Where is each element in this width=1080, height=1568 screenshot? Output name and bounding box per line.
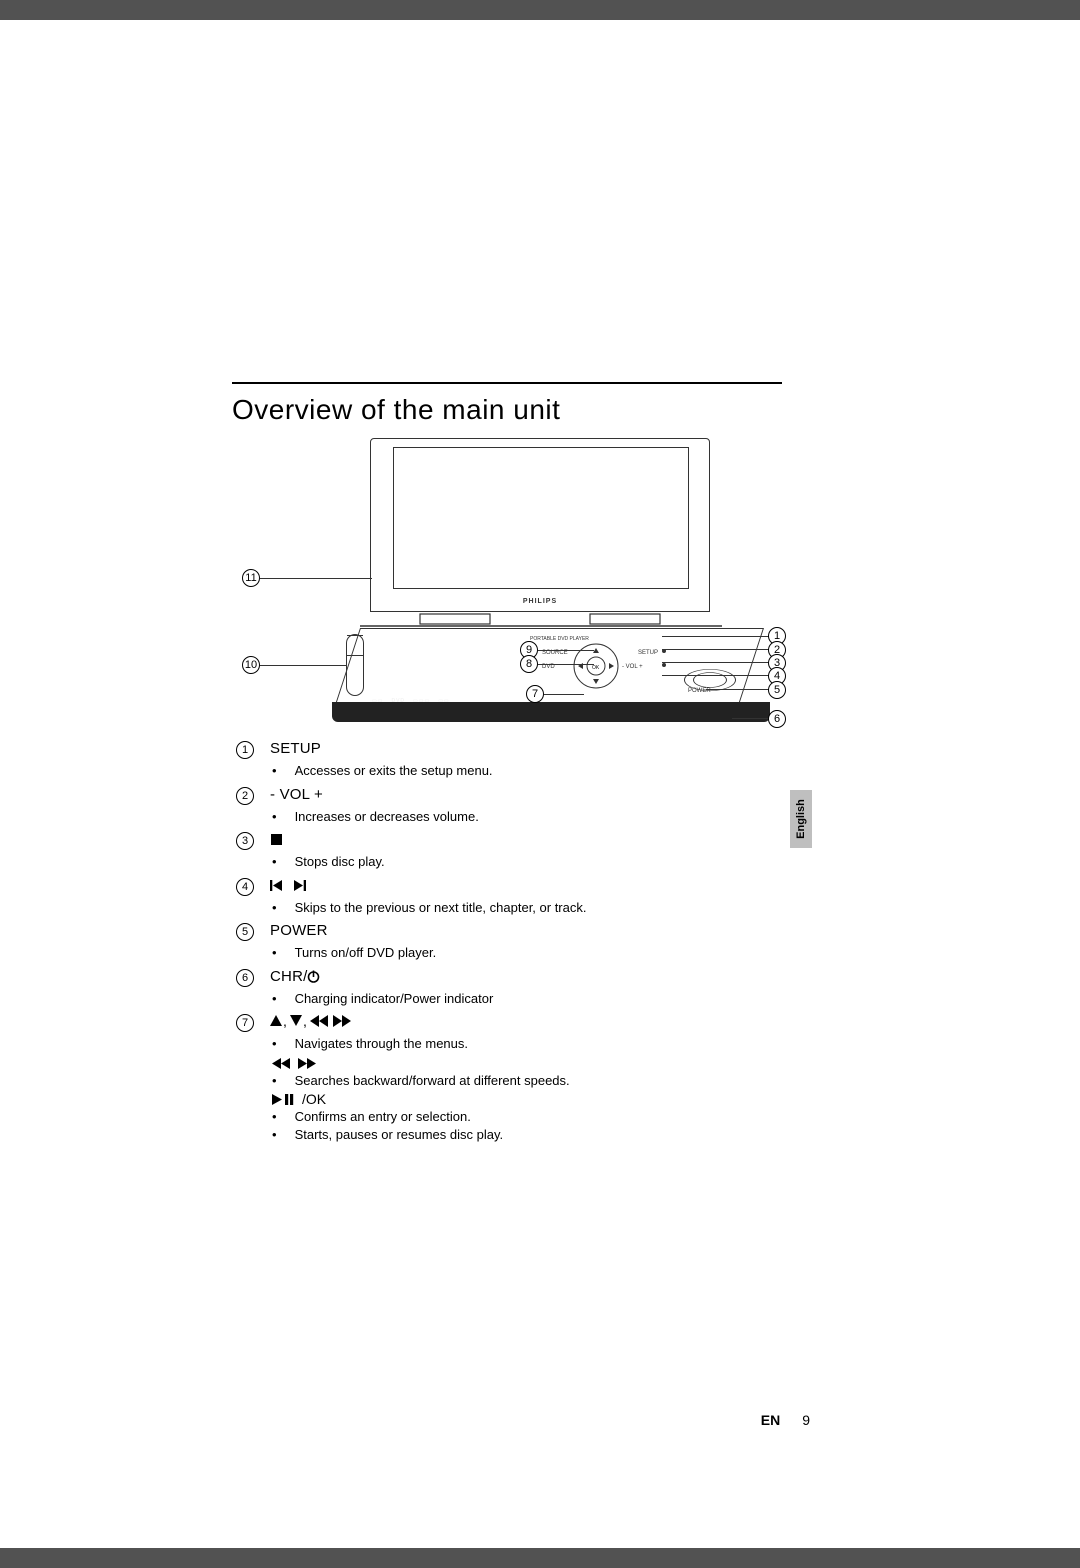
device-diagram: PHILIPS PORTABLE DVD PLAYER SOURCE SETUP <box>232 438 772 726</box>
item-number: 2 <box>236 787 254 805</box>
leader-line <box>662 649 770 650</box>
side-button-strip <box>346 634 364 696</box>
brand-label: PHILIPS <box>523 598 557 605</box>
item-list: 1 SETUP Accesses or exits the setup menu… <box>236 740 782 1143</box>
item-term-text: CHR/ <box>270 968 307 985</box>
bottom-logo-strip: ▭▭DVD▭▭▭▭▭ <box>372 698 450 704</box>
nav-arrows-icon: , , <box>270 1013 360 1030</box>
leader-line <box>538 664 594 665</box>
item-term: POWER <box>270 922 328 939</box>
leader-line <box>544 694 584 695</box>
callout-10: 10 <box>242 656 260 674</box>
item-number: 7 <box>236 1014 254 1032</box>
leader-line <box>706 689 770 690</box>
rew-ff-icon <box>272 1055 782 1071</box>
svg-text:,: , <box>303 1014 307 1028</box>
item-bullet: Confirms an entry or selection. <box>295 1108 471 1126</box>
item-detail: Charging indicator/Power indicator <box>272 990 782 1008</box>
item-bullet: Navigates through the menus. <box>295 1035 468 1053</box>
item-detail: Turns on/off DVD player. <box>272 944 782 962</box>
callout-11: 11 <box>242 569 260 587</box>
hinge-icon <box>360 608 722 628</box>
item-bullet: Turns on/off DVD player. <box>295 944 437 962</box>
item-number: 6 <box>236 969 254 987</box>
item-term: - VOL + <box>270 786 323 803</box>
page-footer: EN 9 <box>761 1412 810 1428</box>
prev-next-icon <box>270 877 306 894</box>
list-item: 1 SETUP <box>236 740 782 759</box>
item-bullet: Stops disc play. <box>295 853 385 871</box>
item-detail: Stops disc play. <box>272 853 782 871</box>
leader-line <box>732 718 770 719</box>
item-number: 4 <box>236 878 254 896</box>
item-bullet: Increases or decreases volume. <box>295 808 479 826</box>
footer-page-number: 9 <box>802 1412 810 1428</box>
language-label: English <box>795 799 807 839</box>
list-item: 5 POWER <box>236 922 782 941</box>
list-item: 4 <box>236 877 782 896</box>
content-area: English Overview of the main unit PHILIP… <box>232 382 782 1149</box>
item-number: 3 <box>236 832 254 850</box>
leader-line <box>538 650 594 651</box>
callout-6: 6 <box>768 710 786 728</box>
callout-5: 5 <box>768 681 786 699</box>
svg-text:PORTABLE DVD PLAYER: PORTABLE DVD PLAYER <box>530 636 589 642</box>
leader-line <box>662 662 770 663</box>
item-number: 5 <box>236 923 254 941</box>
list-item: 3 <box>236 831 782 850</box>
svg-text:OK: OK <box>592 665 600 671</box>
item-detail: Navigates through the menus. Searches ba… <box>272 1035 782 1143</box>
item-bullet: Starts, pauses or resumes disc play. <box>295 1126 504 1144</box>
list-item: 6 CHR/ <box>236 968 782 987</box>
item-term: SETUP <box>270 740 321 757</box>
svg-text:- VOL +: - VOL + <box>622 664 643 670</box>
device-screen-lid: PHILIPS <box>370 438 710 612</box>
footer-lang: EN <box>761 1412 780 1428</box>
leader-line <box>260 578 372 579</box>
list-item: 2 - VOL + <box>236 786 782 805</box>
leader-line <box>260 665 346 666</box>
play-pause-ok-icon: /OK <box>272 1091 782 1107</box>
item-term: CHR/ <box>270 968 320 985</box>
item-detail: Increases or decreases volume. <box>272 808 782 826</box>
device-baseplate <box>332 702 770 722</box>
manual-page: English Overview of the main unit PHILIP… <box>0 20 1080 1548</box>
power-label-icon: POWER <box>688 682 732 700</box>
item-detail: Skips to the previous or next title, cha… <box>272 899 782 917</box>
item-number: 1 <box>236 741 254 759</box>
svg-text:SETUP: SETUP <box>638 650 658 656</box>
item-bullet: Accesses or exits the setup menu. <box>295 762 493 780</box>
leader-line <box>662 675 770 676</box>
language-tab: English <box>790 790 812 848</box>
item-bullet: Skips to the previous or next title, cha… <box>295 899 587 917</box>
svg-text:,: , <box>283 1014 287 1028</box>
device-screen <box>393 447 689 589</box>
power-onoff-icon <box>307 970 320 983</box>
callout-7: 7 <box>526 685 544 703</box>
leader-line <box>662 636 770 637</box>
item-bullet: Charging indicator/Power indicator <box>295 990 494 1008</box>
item-detail: Accesses or exits the setup menu. <box>272 762 782 780</box>
stop-icon <box>270 831 283 848</box>
list-item: 7 , , <box>236 1013 782 1032</box>
item-bullet: Searches backward/forward at different s… <box>295 1072 570 1090</box>
page-title: Overview of the main unit <box>232 394 782 426</box>
callout-8: 8 <box>520 655 538 673</box>
top-rule <box>232 382 782 384</box>
